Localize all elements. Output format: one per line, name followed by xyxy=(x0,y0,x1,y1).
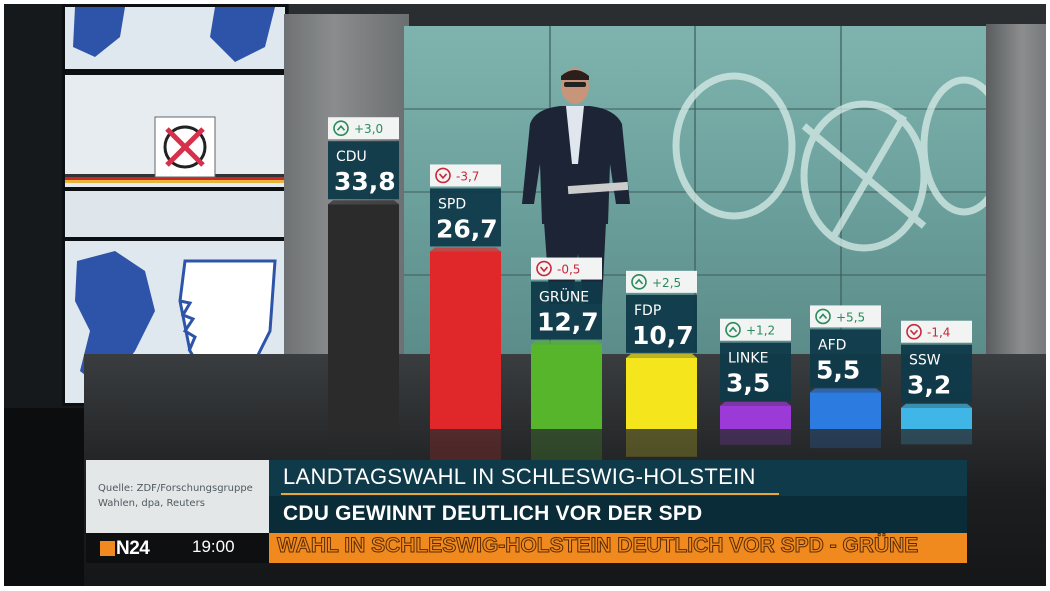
value-label: 12,7 xyxy=(537,308,599,337)
arrow-up-icon xyxy=(631,274,647,290)
ballot-cross-icon xyxy=(65,75,285,187)
value-label: 5,5 xyxy=(816,355,860,384)
arrow-down-icon xyxy=(536,260,552,277)
party-label: FDP xyxy=(634,303,661,319)
change-label: +3,0 xyxy=(354,122,383,136)
headline-bar: LANDTAGSWAHL IN SCHLESWIG-HOLSTEIN xyxy=(269,460,967,496)
chevron-icon xyxy=(818,313,828,319)
election-bar-chart: CDU 33,8 +3,0 SPD 26,7 -3,7 GRÜNE 12,7 -0,5 FDP 10… xyxy=(328,117,972,469)
arrow-up-icon xyxy=(815,308,831,325)
bar-label-box xyxy=(626,294,697,353)
left-floor xyxy=(4,408,86,586)
news-ticker: WAHL IN SCHLESWIG-HOLSTEIN DEUTLICH VOR … xyxy=(269,533,967,563)
bar-group-grüne: GRÜNE 12,7 -0,5 xyxy=(531,257,602,461)
chevron-icon xyxy=(728,326,738,333)
arrow-down-icon xyxy=(906,323,922,340)
chevron-icon xyxy=(539,266,549,273)
change-label: -0,5 xyxy=(557,263,580,277)
bar xyxy=(430,251,501,429)
screen-panel xyxy=(62,4,288,72)
change-label: +1,2 xyxy=(746,324,775,338)
bar xyxy=(531,344,602,429)
party-label: GRÜNE xyxy=(539,288,589,306)
arrow-up-icon xyxy=(725,321,741,338)
channel-logo: N24 xyxy=(100,538,154,559)
bar-reflection xyxy=(810,429,881,449)
bar xyxy=(810,392,881,429)
bar-group-fdp: FDP 10,7 +2,5 xyxy=(626,270,697,457)
bar-top-face xyxy=(810,388,881,393)
change-label: +2,5 xyxy=(652,276,681,290)
bar xyxy=(720,405,791,429)
source-line-2: Wahlen, dpa, Reuters xyxy=(98,498,205,509)
screen-panel xyxy=(62,72,288,190)
change-label: +5,5 xyxy=(836,310,865,324)
party-label: SSW xyxy=(909,353,941,369)
channel-name: N24 xyxy=(116,538,150,559)
arrow-down-icon xyxy=(435,167,451,184)
logo-square-icon xyxy=(100,541,115,556)
party-label: CDU xyxy=(336,149,367,165)
bar-reflection xyxy=(531,429,602,461)
subline-text: CDU GEWINNT DEUTLICH VOR DER SPD xyxy=(283,502,703,525)
ticker-bar: N24 19:00 WAHL IN SCHLESWIG-HOLSTEIN DEU… xyxy=(86,533,967,563)
value-label: 3,2 xyxy=(907,371,951,400)
bar-label-box xyxy=(810,329,881,388)
bar-top-face xyxy=(430,247,501,252)
ticker-text: WAHL IN SCHLESWIG-HOLSTEIN DEUTLICH VOR … xyxy=(276,534,919,558)
bar xyxy=(901,407,972,429)
party-label: LINKE xyxy=(728,351,768,367)
bar-group-afd: AFD 5,5 +5,5 xyxy=(810,305,881,449)
arrow-up-icon xyxy=(333,120,349,137)
change-label: -1,4 xyxy=(927,326,950,340)
bar-label-box xyxy=(430,188,501,247)
source-line-1: Quelle: ZDF/Forschungsgruppe xyxy=(98,483,253,494)
chevron-icon xyxy=(438,173,448,180)
value-label: 26,7 xyxy=(436,214,498,243)
value-label: 33,8 xyxy=(334,167,396,196)
change-label: -3,7 xyxy=(456,169,479,183)
clock-time: 19:00 xyxy=(192,537,235,556)
bar-group-cdu: CDU 33,8 +3,0 xyxy=(328,117,399,469)
bar-top-face xyxy=(901,403,972,408)
source-box: Quelle: ZDF/Forschungsgruppe Wahlen, dpa… xyxy=(86,460,269,540)
bar-reflection xyxy=(720,429,791,445)
screen-panel xyxy=(62,188,288,240)
ballot-pattern-icon xyxy=(672,72,986,252)
chevron-icon xyxy=(909,329,919,336)
bar-label-box xyxy=(720,342,791,401)
bar xyxy=(626,357,697,429)
broadcast-frame: CDU 33,8 +3,0 SPD 26,7 -3,7 GRÜNE 12,7 -0,5 FDP 10… xyxy=(4,4,1046,586)
bar-reflection xyxy=(901,429,972,445)
bar-top-face xyxy=(328,200,399,205)
chevron-icon xyxy=(336,125,346,131)
bar-label-box xyxy=(328,141,399,200)
party-label: AFD xyxy=(818,337,846,353)
bar-group-spd: SPD 26,7 -3,7 xyxy=(430,164,501,469)
party-label: SPD xyxy=(438,196,466,212)
headline-text: LANDTAGSWAHL IN SCHLESWIG-HOLSTEIN xyxy=(283,464,756,489)
subline-bar: CDU GEWINNT DEUTLICH VOR DER SPD xyxy=(269,496,967,533)
bar-label-box xyxy=(901,344,972,403)
bar-top-face xyxy=(531,340,602,345)
bar xyxy=(328,204,399,429)
bar-top-face xyxy=(626,353,697,358)
bar-top-face xyxy=(720,401,791,406)
headline-underline xyxy=(281,493,779,495)
bar-label-box xyxy=(531,281,602,340)
chevron-icon xyxy=(634,278,644,285)
bar-group-linke: LINKE 3,5 +1,2 xyxy=(720,318,791,445)
value-label: 10,7 xyxy=(632,321,694,350)
bar-reflection xyxy=(626,429,697,457)
value-label: 3,5 xyxy=(726,369,770,398)
bar-group-ssw: SSW 3,2 -1,4 xyxy=(901,320,972,445)
lion-crest-icon xyxy=(65,7,285,69)
